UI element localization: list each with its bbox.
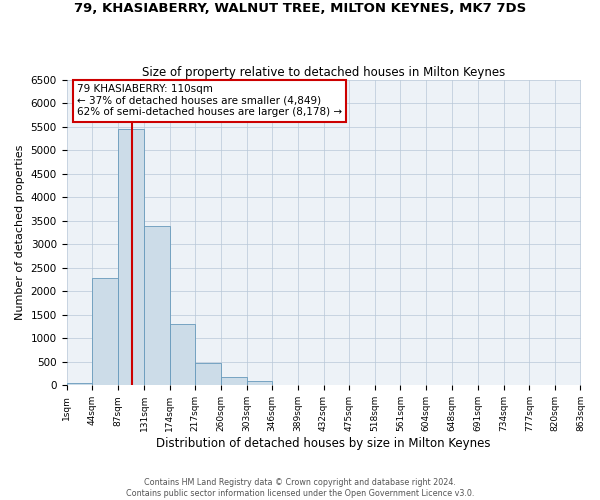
X-axis label: Distribution of detached houses by size in Milton Keynes: Distribution of detached houses by size …: [156, 437, 491, 450]
Bar: [118, 128, 144, 386]
Bar: [272, 384, 298, 386]
Bar: [144, 226, 170, 386]
Bar: [221, 376, 247, 386]
Text: 79 KHASIABERRY: 110sqm
← 37% of detached houses are smaller (4,849)
62% of semi-: 79 KHASIABERRY: 110sqm ← 37% of detached…: [77, 84, 342, 117]
Title: Size of property relative to detached houses in Milton Keynes: Size of property relative to detached ho…: [142, 66, 505, 78]
Bar: [247, 381, 272, 386]
Text: 79, KHASIABERRY, WALNUT TREE, MILTON KEYNES, MK7 7DS: 79, KHASIABERRY, WALNUT TREE, MILTON KEY…: [74, 2, 526, 16]
Bar: [170, 324, 196, 386]
Bar: [67, 382, 92, 386]
Bar: [92, 278, 118, 386]
Y-axis label: Number of detached properties: Number of detached properties: [15, 145, 25, 320]
Bar: [196, 363, 221, 386]
Text: Contains HM Land Registry data © Crown copyright and database right 2024.
Contai: Contains HM Land Registry data © Crown c…: [126, 478, 474, 498]
